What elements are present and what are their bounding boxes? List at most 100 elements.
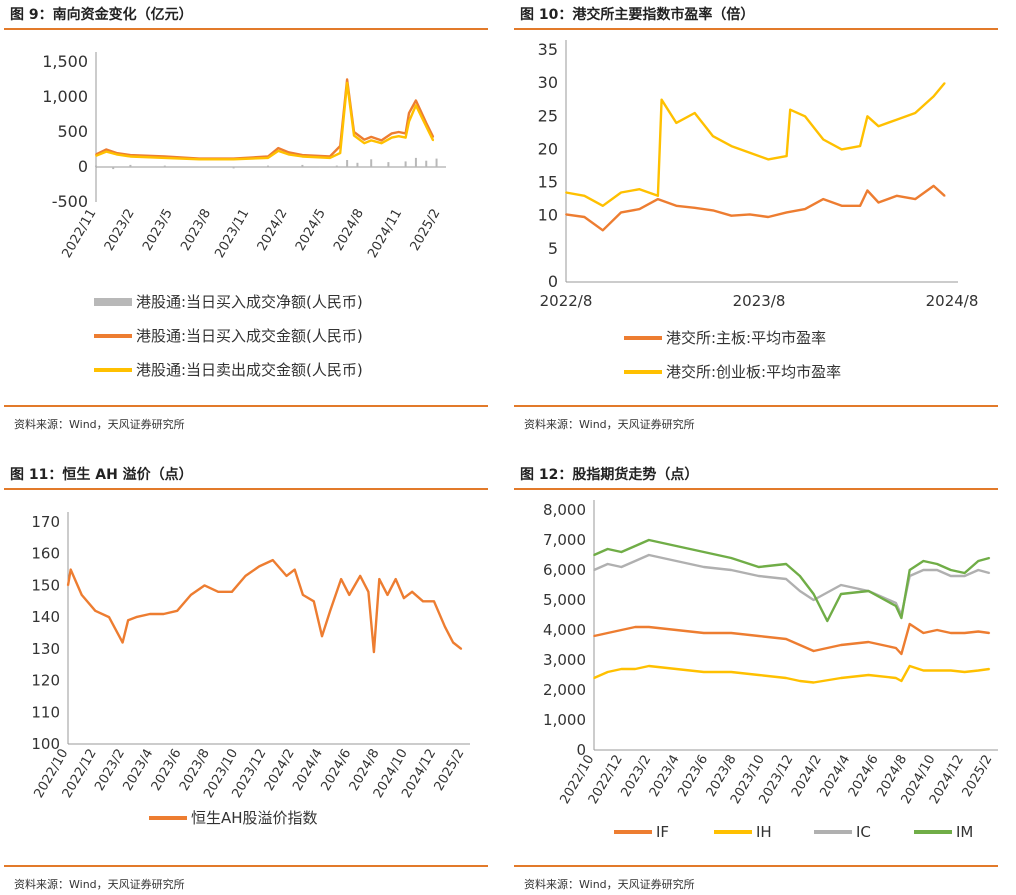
source-note: 资料来源：Wind，天风证券研究所: [14, 418, 185, 431]
data-point: [80, 594, 83, 596]
x-tick-label: 2024/5: [293, 207, 329, 254]
data-point: [634, 626, 637, 628]
title-rule: [514, 28, 998, 30]
legend-label: IC: [856, 823, 871, 841]
data-point: [638, 188, 641, 191]
data-point: [353, 134, 355, 137]
data-point: [840, 584, 842, 586]
data-point: [411, 590, 414, 593]
data-point: [785, 563, 788, 565]
data-point: [135, 616, 138, 619]
data-point: [397, 135, 400, 138]
data-point: [943, 82, 946, 85]
data-point: [712, 209, 714, 212]
data-point: [785, 155, 788, 157]
data-point: [757, 635, 760, 637]
series-line: [66, 558, 463, 654]
data-point: [601, 204, 604, 207]
data-point: [95, 154, 97, 157]
x-tick-label: 2023/8: [733, 292, 786, 310]
data-point: [895, 194, 898, 197]
data-point: [321, 635, 323, 638]
data-point: [826, 620, 829, 622]
y-tick-label: 110: [31, 703, 60, 721]
x-tick-label: 2025/2: [408, 207, 444, 254]
legend-label: IH: [756, 823, 772, 841]
data-point: [840, 593, 842, 595]
data-point: [176, 609, 179, 612]
data-point: [798, 680, 801, 682]
data-point: [115, 153, 118, 156]
y-tick-label: 8,000: [543, 501, 586, 519]
data-point: [408, 120, 410, 123]
data-point: [798, 590, 801, 592]
source-rule: [4, 405, 488, 407]
data-point: [606, 632, 609, 634]
data-point: [277, 147, 280, 150]
data-point: [293, 568, 296, 571]
data-point: [785, 578, 788, 580]
data-point: [675, 560, 678, 562]
x-tick-label: 2024/11: [365, 207, 405, 261]
data-point: [675, 122, 678, 124]
data-point: [730, 671, 733, 673]
data-point: [287, 153, 290, 156]
data-point: [647, 665, 650, 667]
data-point: [189, 594, 192, 596]
data-point: [593, 569, 595, 571]
data-point: [988, 557, 991, 559]
data-point: [936, 669, 939, 672]
data-point: [932, 95, 935, 98]
data-point: [922, 569, 925, 571]
y-tick-label: 170: [31, 513, 60, 531]
data-point: [359, 575, 362, 577]
data-point: [785, 211, 788, 214]
figure-12: 图 12：股指期货走势（点） 8,000 7,000 6,000 5,000 4,000…: [514, 460, 1006, 895]
x-tick-label: 2022/8: [540, 292, 593, 310]
series-line: [593, 622, 990, 656]
data-point: [67, 584, 69, 587]
data-point: [895, 647, 897, 649]
data-point: [977, 560, 980, 562]
data-point: [922, 669, 925, 672]
data-point: [121, 641, 124, 644]
legend-label: 恒生AH股溢价指数: [191, 809, 318, 827]
data-point: [840, 204, 843, 207]
data-point: [378, 578, 381, 580]
data-point: [693, 206, 696, 209]
data-point: [415, 104, 417, 107]
data-point: [443, 625, 446, 628]
data-point: [936, 629, 939, 631]
legend-label: 港交所:创业板:平均市盈率: [666, 363, 841, 381]
data-point: [230, 590, 233, 593]
data-point: [348, 594, 351, 596]
data-point: [244, 575, 247, 577]
y-tick-label: 0: [78, 157, 88, 176]
legend-label: IF: [656, 823, 669, 841]
data-point: [922, 560, 925, 562]
y-tick-label: 4,000: [543, 621, 586, 639]
data-point: [346, 82, 349, 84]
data-point: [789, 108, 792, 111]
data-point: [329, 157, 331, 159]
data-point: [127, 619, 129, 622]
data-point: [312, 600, 315, 603]
data-point: [647, 554, 650, 556]
data-point: [867, 590, 870, 592]
y-tick-label: 2,000: [543, 681, 586, 699]
series-line: [565, 82, 946, 208]
data-point: [390, 136, 393, 139]
data-point: [675, 629, 678, 631]
y-tick-label: 120: [31, 672, 60, 690]
legend-label: IM: [956, 823, 973, 841]
y-tick-label: 5,000: [543, 591, 586, 609]
source-rule: [4, 865, 488, 867]
data-point: [217, 590, 220, 593]
data-point: [963, 575, 966, 577]
data-point: [963, 572, 966, 574]
data-point: [908, 665, 911, 667]
x-tick-label: 2023/8: [178, 207, 214, 254]
data-point: [301, 155, 304, 158]
y-tick-label: 25: [538, 106, 558, 125]
